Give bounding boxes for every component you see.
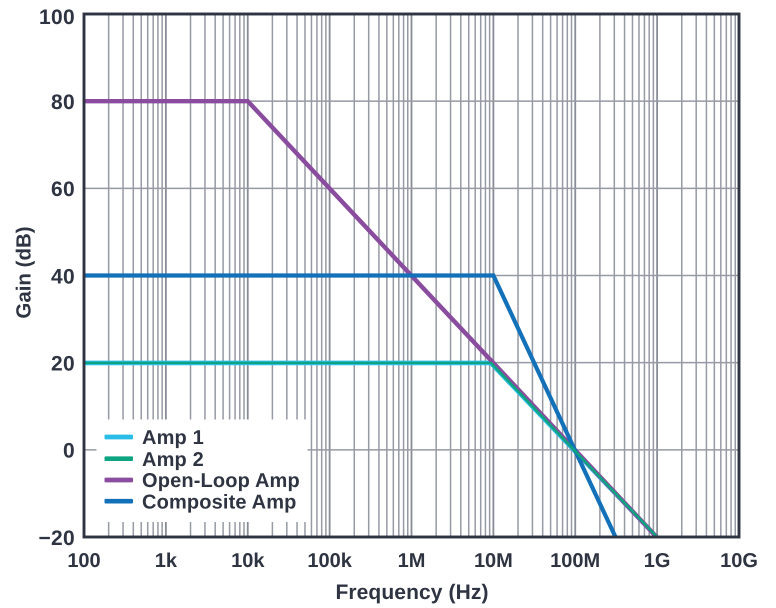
svg-text:0: 0 xyxy=(63,440,75,463)
svg-text:1k: 1k xyxy=(155,550,178,572)
svg-text:100k: 100k xyxy=(307,550,352,572)
svg-text:40: 40 xyxy=(51,265,75,288)
svg-text:20: 20 xyxy=(51,353,75,376)
svg-text:Open-Loop Amp: Open-Loop Amp xyxy=(142,470,300,492)
svg-text:Amp 1: Amp 1 xyxy=(142,427,204,449)
svg-text:80: 80 xyxy=(51,91,75,114)
svg-text:Composite Amp: Composite Amp xyxy=(142,491,297,513)
svg-text:100: 100 xyxy=(67,550,100,572)
svg-text:10M: 10M xyxy=(474,550,513,572)
svg-text:Frequency (Hz): Frequency (Hz) xyxy=(335,581,488,604)
svg-text:100: 100 xyxy=(39,6,75,29)
svg-text:100M: 100M xyxy=(550,550,600,572)
svg-text:−20: −20 xyxy=(38,527,75,550)
svg-text:1G: 1G xyxy=(644,550,671,572)
svg-text:10k: 10k xyxy=(231,550,265,572)
svg-text:Amp 2: Amp 2 xyxy=(142,449,204,471)
svg-text:1M: 1M xyxy=(398,550,426,572)
svg-text:60: 60 xyxy=(51,178,75,201)
svg-text:Gain (dB): Gain (dB) xyxy=(12,226,35,318)
svg-text:10G: 10G xyxy=(720,550,758,572)
